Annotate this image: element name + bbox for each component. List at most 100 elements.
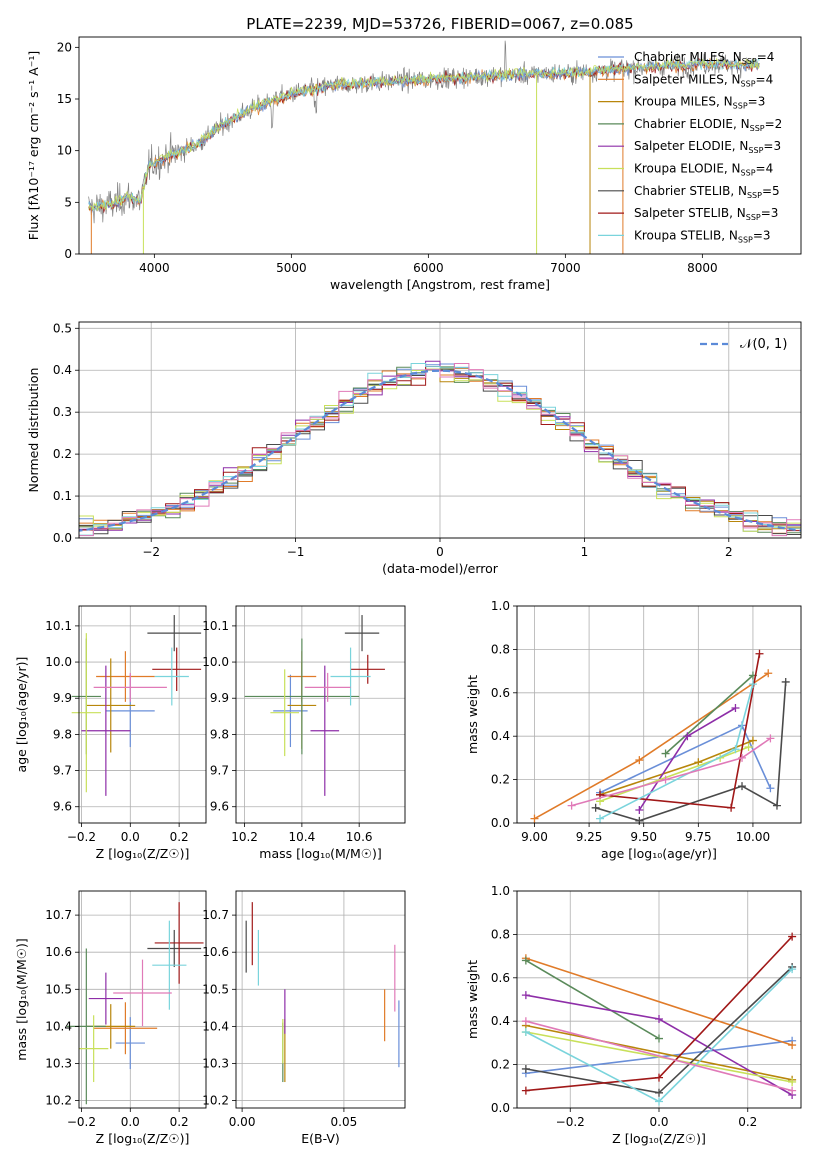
legend-label: Salpeter STELIB, NSSP=3 [634, 206, 778, 222]
y-tick-label: 15 [57, 92, 72, 106]
axes-frame [78, 36, 802, 255]
x-tick-label: 0.2 [738, 1115, 757, 1129]
x-tick-label: 5000 [276, 261, 307, 275]
x-axis-label: (data-model)/error [382, 561, 499, 576]
y-tick-label: 10.7 [202, 908, 229, 922]
x-tick-label: 0.00 [229, 1115, 256, 1129]
y-tick-label: 0.6 [491, 971, 510, 985]
y-tick-label: 9.7 [53, 764, 72, 778]
legend: Chabrier MILES, NSSP=4 Salpeter MILES, NS… [598, 50, 782, 244]
weight-marker [764, 669, 773, 678]
errorbar-point [310, 665, 340, 796]
x-axis-label: Z [log₁₀(Z/Z☉)] [96, 1131, 190, 1146]
weight-marker [788, 965, 797, 974]
weight-marker [766, 784, 775, 793]
y-tick-label: 9.9 [53, 691, 72, 705]
weight-series [599, 653, 761, 809]
y-axis-label: mass weight [465, 960, 480, 1039]
y-tick-label: 9.6 [53, 800, 72, 814]
panel-z-age: −0.2 0.0 0.2 9.6 9.7 9.8 9.9 10.0 10.1 Z [log₁₀(Z… [14, 605, 207, 861]
y-tick-label: 10.3 [45, 1056, 72, 1070]
y-tick-label: 9.7 [210, 764, 229, 778]
y-tick-label: 0.8 [491, 927, 510, 941]
x-tick-label: −0.2 [67, 1115, 96, 1129]
errorbar-point [88, 972, 123, 1025]
y-tick-label: 20 [57, 40, 72, 54]
panel-spectrum: 4000 5000 6000 7000 8000 0 5 10 15 20 wavelength [… [26, 36, 802, 292]
weight-series [525, 1031, 793, 1083]
x-tick-label: 8000 [687, 261, 718, 275]
x-tick-label: 0.0 [121, 1115, 140, 1129]
y-tick-label: 0.2 [491, 1058, 510, 1072]
weight-marker [744, 743, 753, 752]
legend-label: Chabrier ELODIE, NSSP=2 [634, 117, 782, 133]
weight-marker [788, 1041, 797, 1050]
y-tick-label: 10.0 [45, 655, 72, 669]
weight-marker [521, 1086, 530, 1095]
weight-marker [748, 736, 757, 745]
y-tick-label: 10.5 [45, 982, 72, 996]
weight-marker [683, 732, 692, 741]
panel-age-weight: 9.00 9.25 9.50 9.75 10.00 0.0 0.2 0.4 0.6 0.8 1.0 a… [465, 599, 802, 861]
x-tick-label: −0.2 [67, 830, 96, 844]
y-tick-label: 10.5 [202, 982, 229, 996]
x-tick-label: −0.2 [556, 1115, 585, 1129]
weight-series [525, 959, 660, 1040]
errorbar-point [270, 669, 300, 757]
weight-series [595, 681, 787, 822]
weight-series [525, 1024, 793, 1081]
y-tick-label: 0.2 [491, 773, 510, 787]
weight-marker [788, 1077, 797, 1086]
weight-series [525, 1020, 793, 1092]
y-tick-label: 10.6 [202, 945, 229, 959]
errorbar-point [244, 638, 360, 755]
weight-marker [766, 734, 775, 743]
weight-marker [521, 1064, 530, 1073]
x-tick-label: 9.75 [685, 830, 712, 844]
panel-z-weight: −0.2 0.0 0.2 0.0 0.2 0.4 0.6 0.8 1.0 Z [log₁₀(Z/Z… [465, 884, 802, 1146]
weight-marker [635, 805, 644, 814]
errorbar-point [66, 948, 106, 1105]
errorbar-point [79, 1015, 109, 1083]
y-tick-label: 0.8 [491, 642, 510, 656]
errorbar-point [147, 615, 202, 652]
axes-frame [235, 890, 406, 1109]
weight-marker [635, 816, 644, 825]
weight-marker [755, 649, 764, 658]
weight-marker [655, 1034, 663, 1043]
weight-marker [748, 680, 757, 689]
x-axis-label: wavelength [Angstrom, rest frame] [330, 277, 550, 292]
y-tick-label: 0.3 [53, 405, 72, 419]
weight-marker [661, 749, 670, 758]
errorbar-point [93, 1002, 158, 1055]
weight-marker [655, 1097, 663, 1106]
weight-marker [661, 775, 670, 784]
legend-label: Kroupa MILES, NSSP=3 [634, 95, 765, 111]
legend-label: Chabrier MILES, NSSP=4 [634, 50, 774, 66]
x-tick-label: 7000 [550, 261, 581, 275]
y-tick-label: 10.6 [45, 945, 72, 959]
spectrum-model [88, 58, 760, 214]
weight-marker [772, 801, 781, 810]
y-tick-label: 10.2 [45, 1094, 72, 1108]
x-tick-label: 9.00 [521, 830, 548, 844]
weight-marker [694, 758, 703, 767]
y-tick-label: 9.8 [53, 727, 72, 741]
weight-marker [591, 803, 600, 812]
y-axis-label: Flux [fλ10⁻¹⁷ erg cm⁻² s⁻¹ A⁻¹] [26, 51, 41, 240]
errorbar-point [154, 647, 189, 706]
errorbar-point [344, 615, 380, 652]
y-tick-label: 10.1 [202, 619, 229, 633]
weight-marker [635, 756, 644, 765]
spectrum-lines [88, 40, 761, 254]
y-tick-label: 0 [64, 247, 72, 261]
legend-label: 𝒩(0, 1) [740, 337, 787, 352]
weight-marker [521, 1028, 530, 1037]
x-tick-label: 0.0 [121, 830, 140, 844]
legend-label: Salpeter MILES, NSSP=4 [634, 72, 773, 88]
panel-mass-age: 10.2 10.4 10.6 9.6 9.7 9.8 9.9 10.0 10.1 mass [lo… [202, 605, 406, 861]
x-tick-label: 9.25 [576, 830, 603, 844]
errorbar-point [330, 647, 371, 706]
errorbar-point [71, 633, 101, 793]
